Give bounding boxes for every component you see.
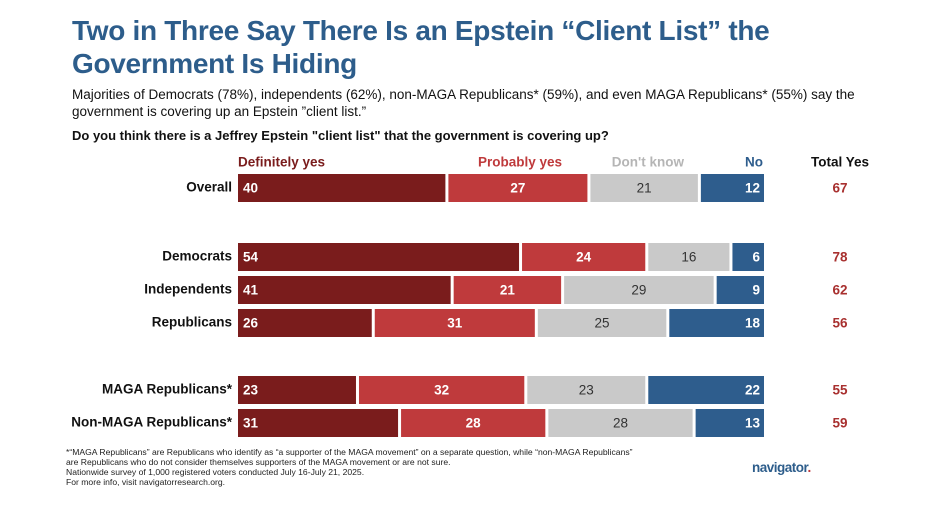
bar-segment <box>669 309 764 337</box>
total-value: 62 <box>832 283 847 298</box>
value-label: 23 <box>243 383 259 398</box>
bar-segment <box>648 376 764 404</box>
bar-segment <box>700 174 764 202</box>
footnote: For more info, visit navigatorresearch.o… <box>66 477 226 487</box>
column-header: Total Yes <box>811 155 869 170</box>
value-label: 13 <box>745 416 761 431</box>
legend-entry: Probably yes <box>478 155 562 170</box>
bar-segment <box>238 276 451 304</box>
value-label: 27 <box>510 181 525 196</box>
bar-segment <box>238 409 399 437</box>
bar-segment <box>358 376 525 404</box>
chart-title: Two in Three Say There Is an Epstein “Cl… <box>72 15 770 79</box>
value-label: 28 <box>466 416 482 431</box>
category-label: Overall <box>186 180 232 195</box>
category-label: Independents <box>144 282 232 297</box>
value-label: 16 <box>681 250 696 265</box>
bar-segment <box>238 174 446 202</box>
value-label: 41 <box>243 283 259 298</box>
total-value: 56 <box>832 316 848 331</box>
bar-segment <box>716 276 764 304</box>
bar-segment <box>564 276 714 304</box>
category-label: Non-MAGA Republicans* <box>71 415 233 430</box>
logo-dot: . <box>808 460 811 475</box>
value-label: 31 <box>243 416 259 431</box>
footnotes: *“MAGA Republicans” are Republicans who … <box>66 447 646 487</box>
bar-segment <box>695 409 764 437</box>
category-label: Democrats <box>162 249 232 264</box>
bar-segment <box>527 376 646 404</box>
value-label: 22 <box>745 383 760 398</box>
value-label: 9 <box>752 283 760 298</box>
subtitle: Majorities of Democrats (78%), independe… <box>72 87 855 119</box>
category-label: Republicans <box>152 315 232 330</box>
legend-entry: Definitely yes <box>238 155 325 170</box>
value-label: 12 <box>745 181 760 196</box>
value-label: 32 <box>434 383 449 398</box>
value-label: 40 <box>243 181 258 196</box>
total-value: 78 <box>832 250 848 265</box>
category-label: MAGA Republicans* <box>102 382 233 397</box>
legend-entry: Don't know <box>612 155 685 170</box>
value-label: 29 <box>631 283 646 298</box>
bar-segment <box>238 376 356 404</box>
total-value: 67 <box>832 181 847 196</box>
total-value: 55 <box>832 383 848 398</box>
value-label: 25 <box>595 316 610 331</box>
value-label: 21 <box>500 283 516 298</box>
logo: navigator. <box>752 460 811 475</box>
bar-segment <box>374 309 535 337</box>
bar-segment <box>537 309 667 337</box>
bar-segment <box>238 243 520 271</box>
bar-segment <box>590 174 698 202</box>
value-label: 28 <box>613 416 628 431</box>
value-label: 18 <box>745 316 761 331</box>
bar-segment <box>448 174 588 202</box>
logo-text: navigator <box>752 460 810 475</box>
value-label: 54 <box>243 250 259 265</box>
bar-segment <box>732 243 764 271</box>
legend-entry: No <box>745 155 763 170</box>
value-label: 26 <box>243 316 259 331</box>
bar-segment <box>648 243 730 271</box>
bar-segment <box>548 409 693 437</box>
value-label: 24 <box>576 250 592 265</box>
bar-segment <box>453 276 562 304</box>
total-value: 59 <box>832 416 847 431</box>
bar-segment <box>238 309 372 337</box>
value-label: 21 <box>637 181 652 196</box>
value-label: 31 <box>447 316 463 331</box>
question: Do you think there is a Jeffrey Epstein … <box>72 128 609 143</box>
footnote: Nationwide survey of 1,000 registered vo… <box>66 467 365 477</box>
footnote: *“MAGA Republicans” are Republicans who … <box>66 447 633 467</box>
value-label: 6 <box>752 250 760 265</box>
bar-segment <box>522 243 646 271</box>
bar-segment <box>401 409 546 437</box>
value-label: 23 <box>579 383 594 398</box>
